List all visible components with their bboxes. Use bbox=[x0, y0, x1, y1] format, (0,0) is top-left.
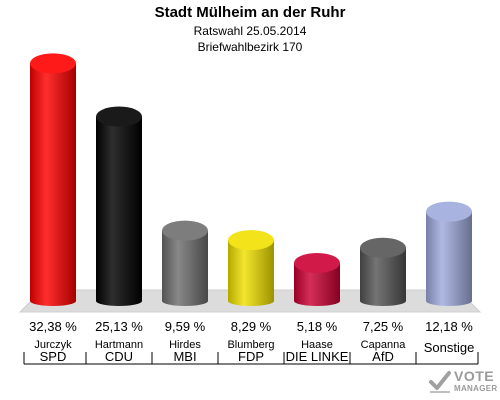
candidate-label-spd: Jurczyk bbox=[34, 339, 72, 351]
party-label-fdp: FDP bbox=[238, 349, 264, 364]
bars-group bbox=[30, 53, 472, 307]
party-label-cdu: CDU bbox=[105, 349, 133, 364]
candidate-label-die-linke: Haase bbox=[301, 339, 333, 351]
candidate-label-fdp: Blumberg bbox=[227, 339, 274, 351]
value-label-cdu: 25,13 % bbox=[95, 319, 143, 334]
party-label-die-linke: DIE LINKE bbox=[286, 349, 349, 364]
chart-subtitle-district: Briefwahlbezirk 170 bbox=[197, 40, 303, 54]
chart-title: Stadt Mülheim an der Ruhr bbox=[154, 4, 346, 21]
bar-cdu bbox=[96, 106, 142, 306]
value-label-afd: 7,25 % bbox=[363, 319, 404, 334]
party-label-afd: AfD bbox=[372, 349, 394, 364]
party-label-spd: SPD bbox=[40, 349, 67, 364]
candidate-label-cdu: Hartmann bbox=[95, 339, 143, 351]
logo-text-vote: VOTE bbox=[454, 368, 495, 384]
candidate-label-afd: Capanna bbox=[361, 339, 407, 351]
candidate-label-mbi: Hirdes bbox=[169, 339, 201, 351]
bar-sonstige bbox=[426, 201, 472, 306]
bar-fdp bbox=[228, 230, 274, 306]
value-label-spd: 32,38 % bbox=[29, 319, 77, 334]
vote-manager-logo: VOTE MANAGER bbox=[428, 366, 498, 398]
bar-spd bbox=[30, 53, 76, 307]
bar-die-linke bbox=[294, 252, 340, 306]
party-label-sonstige: Sonstige bbox=[424, 340, 475, 355]
value-label-mbi: 9,59 % bbox=[165, 319, 206, 334]
party-label-mbi: MBI bbox=[173, 349, 196, 364]
value-label-sonstige: 12,18 % bbox=[425, 319, 473, 334]
bar-afd bbox=[360, 237, 406, 306]
category-bracket bbox=[23, 352, 479, 365]
logo-text-manager: MANAGER bbox=[454, 384, 498, 393]
value-label-die-linke: 5,18 % bbox=[297, 319, 338, 334]
chart-subtitle-election: Ratswahl 25.05.2014 bbox=[193, 24, 307, 38]
checkmark-logo-icon bbox=[429, 371, 451, 393]
value-label-fdp: 8,29 % bbox=[231, 319, 272, 334]
bar-mbi bbox=[162, 220, 208, 306]
